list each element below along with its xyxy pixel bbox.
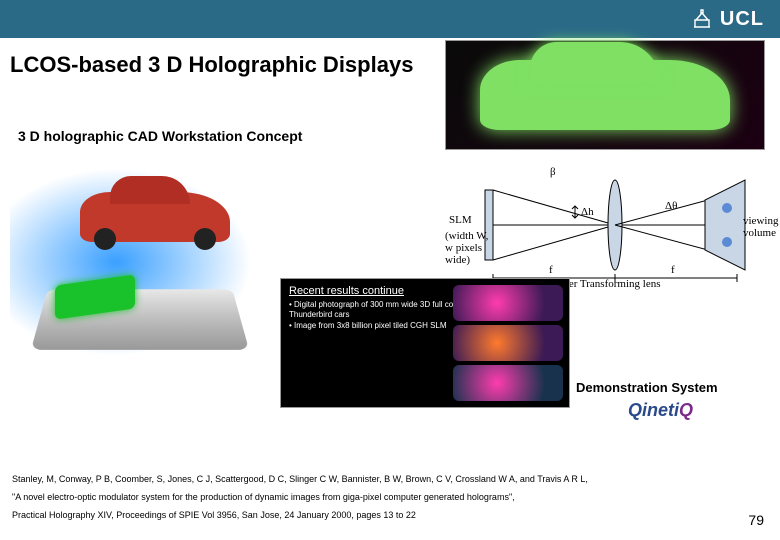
figure-green-holographic-car — [445, 40, 765, 150]
qinetiq-part1: Qineti — [628, 400, 679, 420]
diagram-label-viewing: viewing volume — [743, 215, 778, 239]
figure-cad-workstation — [10, 152, 275, 372]
workstation-red-car — [80, 192, 230, 242]
thumbnail-car — [453, 365, 563, 401]
diagram-label-deltah: Δh — [581, 206, 594, 218]
diagram-label-deltatheta: Δθ — [665, 200, 677, 212]
demonstration-system-label: Demonstration System — [576, 380, 718, 395]
slide-subtitle: 3 D holographic CAD Workstation Concept — [18, 128, 302, 144]
thumbnail-car — [453, 325, 563, 361]
optics-diagram-svg — [445, 160, 765, 290]
car-wheel-icon — [94, 228, 116, 250]
diagram-label-slm: SLM — [449, 214, 472, 226]
thumbnail-car — [453, 285, 563, 321]
citation-line-3: Practical Holography XIV, Proceedings of… — [12, 509, 416, 522]
ucl-logo-text: UCL — [720, 8, 764, 31]
green-car-shape — [480, 60, 730, 130]
header-bar: UCL — [0, 0, 780, 38]
ucl-dome-icon — [690, 7, 714, 31]
citation-line-1: Stanley, M, Conway, P B, Coomber, S, Jon… — [12, 473, 588, 486]
page-number: 79 — [748, 512, 764, 528]
qinetiq-logo: QinetiQ — [628, 400, 693, 421]
citation-line-2: "A novel electro-optic modulator system … — [12, 491, 515, 504]
qinetiq-part2: Q — [679, 400, 693, 420]
diagram-label-beta: β — [550, 166, 556, 178]
figure-recent-results: Recent results continue • Digital photog… — [280, 278, 570, 408]
slide-title: LCOS-based 3 D Holographic Displays — [10, 52, 413, 78]
diagram-label-f2: f — [671, 264, 675, 276]
results-car-thumbnails — [453, 285, 563, 401]
car-wheel-icon — [194, 228, 216, 250]
ucl-logo: UCL — [690, 7, 764, 31]
diagram-label-f1: f — [549, 264, 553, 276]
diagram-label-width: (width W, w pixels wide) — [445, 230, 489, 266]
figure-optics-diagram: SLM (width W, w pixels wide) β Δh Δθ vie… — [445, 160, 765, 290]
